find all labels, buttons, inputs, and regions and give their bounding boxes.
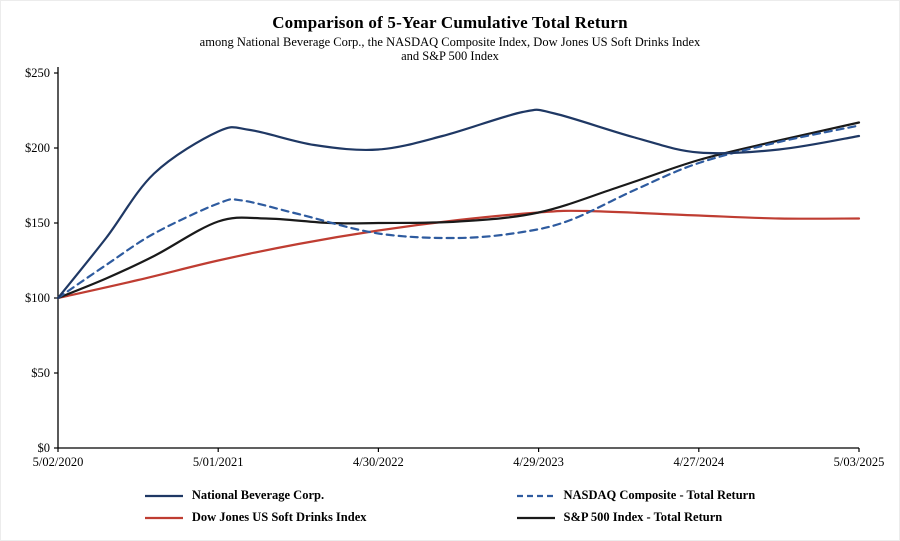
svg-text:$50: $50 [31, 366, 50, 380]
svg-text:$150: $150 [25, 216, 50, 230]
legend-label-national-beverage: National Beverage Corp. [191, 488, 325, 502]
svg-text:$0: $0 [38, 441, 51, 455]
legend-item-sp500: S&P 500 Index - Total Return [516, 510, 756, 525]
national-beverage-line-swatch [144, 493, 183, 499]
svg-text:5/02/2020: 5/02/2020 [33, 455, 84, 469]
legend-label-nasdaq-composite: NASDAQ Composite - Total Return [563, 488, 756, 502]
legend-item-national-beverage: National Beverage Corp. [144, 488, 367, 503]
chart-subtitle-line2: and S&P 500 Index [401, 49, 499, 64]
legend-item-nasdaq-composite: NASDAQ Composite - Total Return [516, 488, 756, 503]
svg-text:4/27/2024: 4/27/2024 [673, 455, 724, 469]
sp500-line-swatch [516, 515, 555, 521]
svg-text:5/01/2021: 5/01/2021 [193, 455, 244, 469]
chart-legend: National Beverage Corp. Dow Jones US Sof… [1, 488, 899, 525]
svg-text:$100: $100 [25, 291, 50, 305]
chart-title: Comparison of 5-Year Cumulative Total Re… [272, 13, 628, 32]
dow-jones-line-swatch [144, 515, 183, 521]
chart-subtitle-line1: among National Beverage Corp., the NASDA… [199, 35, 701, 49]
svg-text:$200: $200 [25, 141, 50, 155]
legend-item-dow-jones-soft-drinks: Dow Jones US Soft Drinks Index [144, 510, 367, 525]
svg-text:$250: $250 [25, 66, 50, 80]
chart-subtitle: among National Beverage Corp., the NASDA… [1, 35, 899, 64]
svg-text:4/29/2023: 4/29/2023 [513, 455, 564, 469]
legend-column-right: NASDAQ Composite - Total Return S&P 500 … [516, 488, 756, 525]
svg-text:4/30/2022: 4/30/2022 [353, 455, 404, 469]
legend-label-dow-jones-soft-drinks: Dow Jones US Soft Drinks Index [191, 510, 367, 524]
legend-label-sp500: S&P 500 Index - Total Return [563, 510, 723, 524]
svg-text:5/03/2025: 5/03/2025 [834, 455, 885, 469]
legend-column-left: National Beverage Corp. Dow Jones US Sof… [144, 488, 367, 525]
nasdaq-dashed-line-swatch [516, 493, 555, 499]
